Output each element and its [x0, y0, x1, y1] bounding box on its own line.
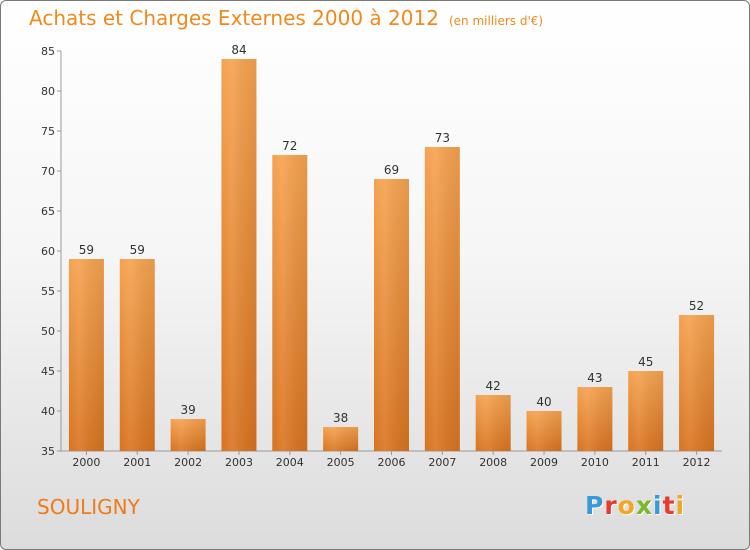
- x-tick-label-2010: 2010: [581, 456, 609, 469]
- x-tick-label-2007: 2007: [428, 456, 456, 469]
- y-tick-label: 60: [41, 245, 55, 258]
- proxiti-logo: Proxiti: [585, 491, 685, 520]
- y-tick-label: 50: [41, 325, 55, 338]
- data-label-2011: 45: [638, 355, 653, 369]
- bar-shine-2001: [119, 259, 155, 451]
- x-tick-label-2005: 2005: [327, 456, 355, 469]
- bars-group: [68, 59, 715, 451]
- bar-shine-2002: [170, 419, 206, 451]
- data-label-2000: 59: [79, 243, 94, 257]
- x-tick-label-2008: 2008: [479, 456, 507, 469]
- logo-letter: i: [675, 491, 686, 520]
- data-label-2007: 73: [435, 131, 450, 145]
- bar-shine-2005: [323, 427, 359, 451]
- bar-shine-2003: [221, 59, 257, 451]
- chart-subtitle: (en milliers d'€): [448, 14, 544, 28]
- y-tick-label: 80: [41, 85, 55, 98]
- bar-shine-2010: [577, 387, 613, 451]
- bar-shine-2006: [374, 179, 409, 451]
- data-label-2004: 72: [282, 139, 297, 153]
- y-tick-label: 85: [41, 45, 55, 58]
- logo-letter: r: [604, 491, 618, 520]
- y-tick-label: 70: [41, 165, 55, 178]
- data-label-2003: 84: [231, 43, 246, 57]
- logo-letter: x: [635, 491, 653, 520]
- y-tick-label: 65: [41, 205, 55, 218]
- data-label-2005: 38: [333, 411, 348, 425]
- logo-letter: o: [617, 491, 636, 520]
- x-tick-label-2003: 2003: [225, 456, 253, 469]
- x-tick-label-2002: 2002: [174, 456, 202, 469]
- data-label-2009: 40: [536, 395, 551, 409]
- x-tick-label-2000: 2000: [72, 456, 100, 469]
- x-tick-label-2012: 2012: [683, 456, 711, 469]
- data-label-2006: 69: [384, 163, 399, 177]
- bar-shine-2012: [679, 315, 715, 451]
- data-label-2010: 43: [587, 371, 602, 385]
- x-tick-label-2006: 2006: [378, 456, 406, 469]
- data-label-2008: 42: [486, 379, 501, 393]
- logo-letter: P: [585, 491, 605, 520]
- bar-shine-2000: [68, 259, 104, 451]
- y-tick-label: 75: [41, 125, 55, 138]
- data-label-2002: 39: [180, 403, 195, 417]
- bar-shine-2009: [526, 411, 562, 451]
- x-tick-label-2001: 2001: [123, 456, 151, 469]
- chart-title-block: Achats et Charges Externes 2000 à 2012 (e…: [29, 6, 543, 30]
- x-tick-label-2009: 2009: [530, 456, 558, 469]
- chart-title: Achats et Charges Externes 2000 à 2012: [29, 6, 439, 30]
- commune-name: SOULIGNY: [37, 495, 140, 519]
- labels-group: 2000 59 2001 59 2002 39 2003 84 2004 72 2005 38 2006…: [72, 43, 710, 469]
- bar-shine-2008: [475, 395, 511, 451]
- y-tick-label: 35: [41, 445, 55, 458]
- bar-shine-2004: [272, 155, 308, 451]
- logo-letter: t: [662, 491, 676, 520]
- bar-shine-2011: [628, 371, 664, 451]
- x-tick-label-2004: 2004: [276, 456, 304, 469]
- logo-letter: i: [653, 491, 663, 520]
- y-tick-label: 40: [41, 405, 55, 418]
- data-label-2012: 52: [689, 299, 704, 313]
- y-tick-label: 45: [41, 365, 55, 378]
- bar-shine-2007: [424, 147, 460, 451]
- data-label-2001: 59: [130, 243, 145, 257]
- y-tick-label: 55: [41, 285, 55, 298]
- x-tick-label-2011: 2011: [632, 456, 660, 469]
